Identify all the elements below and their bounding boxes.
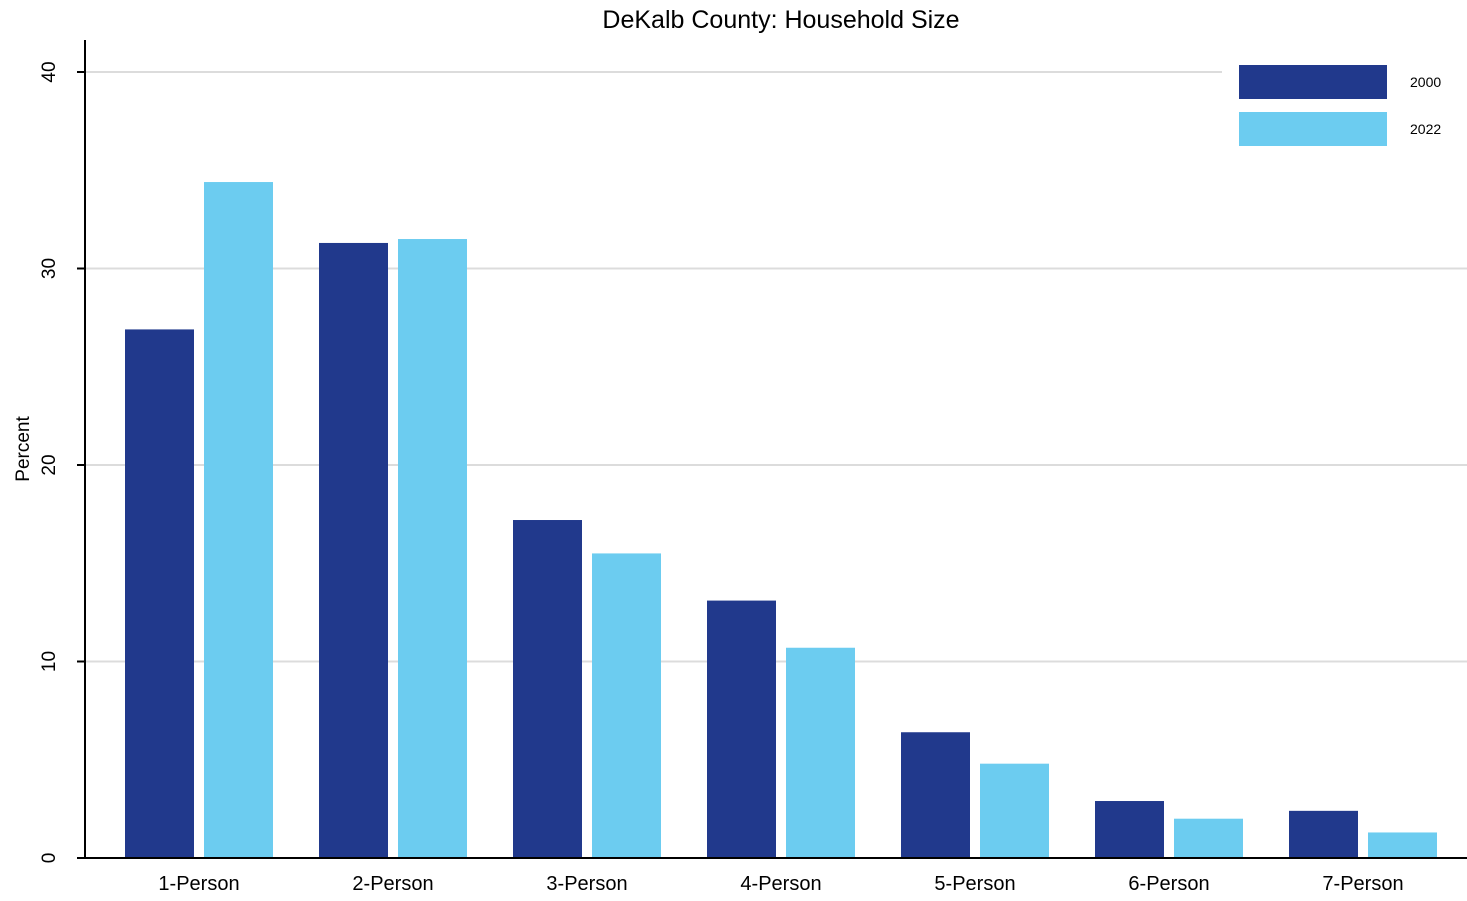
bar-2000-1 <box>125 329 194 858</box>
x-tick-label: 5-Person <box>934 873 1015 895</box>
chart-title: DeKalb County: Household Size <box>602 6 959 34</box>
bar-2000-6 <box>1095 801 1164 858</box>
bar-2022-6 <box>1174 818 1243 858</box>
bar-2000-7 <box>1289 810 1358 858</box>
bar-2000-3 <box>513 520 582 858</box>
y-axis-label: Percent <box>13 416 34 482</box>
x-tick-label: 4-Person <box>740 873 821 895</box>
bars <box>125 182 1437 859</box>
legend: 2000 2022 <box>1222 56 1467 156</box>
y-tick-label: 0 <box>39 853 60 864</box>
x-tick-label: 2-Person <box>352 873 433 895</box>
gridlines <box>85 71 1467 663</box>
legend-label: 2022 <box>1410 121 1441 137</box>
x-tick-label: 1-Person <box>158 873 239 895</box>
x-axis-ticks: 1-Person 2-Person 3-Person 4-Person 5-Person… <box>158 873 1403 895</box>
y-tick-label: 10 <box>39 651 60 672</box>
legend-label: 2000 <box>1410 74 1441 90</box>
bar-2022-1 <box>204 182 273 859</box>
axes <box>84 40 1467 859</box>
bar-2000-5 <box>901 732 970 858</box>
legend-swatch-2000 <box>1239 65 1387 99</box>
y-axis-ticks: 0 10 20 30 40 <box>39 61 85 863</box>
y-tick-label: 20 <box>39 454 60 475</box>
x-tick-label: 3-Person <box>546 873 627 895</box>
legend-swatch-2022 <box>1239 112 1387 146</box>
bar-2000-4 <box>707 600 776 858</box>
y-tick-label: 30 <box>39 258 60 279</box>
x-tick-label: 7-Person <box>1322 873 1403 895</box>
bar-2022-3 <box>592 553 661 858</box>
x-tick-label: 6-Person <box>1128 873 1209 895</box>
bar-2022-7 <box>1368 832 1437 858</box>
bar-2022-4 <box>786 647 855 858</box>
bar-2022-5 <box>980 763 1049 858</box>
bar-2022-2 <box>398 239 467 858</box>
y-tick-label: 40 <box>39 61 60 82</box>
bar-2000-2 <box>319 242 388 858</box>
